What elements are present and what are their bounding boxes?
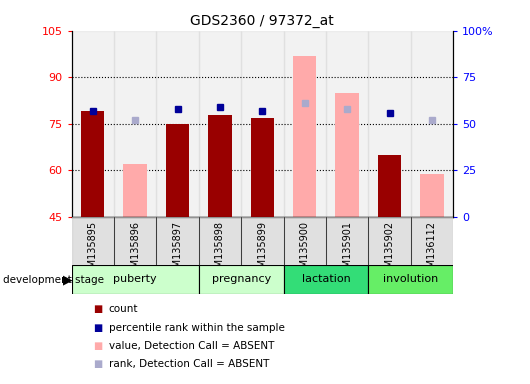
Text: GSM135899: GSM135899 bbox=[258, 221, 267, 280]
Bar bbox=[378, 155, 401, 217]
Bar bbox=[284, 265, 368, 294]
Bar bbox=[335, 93, 359, 217]
Bar bbox=[251, 118, 274, 217]
Bar bbox=[368, 265, 453, 294]
Bar bbox=[199, 265, 284, 294]
Title: GDS2360 / 97372_at: GDS2360 / 97372_at bbox=[190, 14, 334, 28]
Bar bbox=[411, 217, 453, 265]
Bar bbox=[72, 31, 114, 217]
Text: ▶: ▶ bbox=[63, 273, 73, 286]
Text: GSM135895: GSM135895 bbox=[88, 221, 98, 280]
Bar bbox=[114, 217, 156, 265]
Text: pregnancy: pregnancy bbox=[211, 274, 271, 285]
Text: ■: ■ bbox=[93, 359, 102, 369]
Text: ■: ■ bbox=[93, 323, 102, 333]
Text: ■: ■ bbox=[93, 341, 102, 351]
Text: GSM135901: GSM135901 bbox=[342, 221, 352, 280]
Text: value, Detection Call = ABSENT: value, Detection Call = ABSENT bbox=[109, 341, 274, 351]
Text: GSM135897: GSM135897 bbox=[173, 221, 182, 280]
Bar bbox=[114, 31, 156, 217]
Text: count: count bbox=[109, 304, 138, 314]
Bar bbox=[123, 164, 147, 217]
Text: GSM135896: GSM135896 bbox=[130, 221, 140, 280]
Text: GSM135900: GSM135900 bbox=[300, 221, 310, 280]
Bar bbox=[72, 265, 199, 294]
Bar bbox=[293, 56, 316, 217]
Bar bbox=[166, 124, 189, 217]
Bar bbox=[81, 111, 104, 217]
Bar bbox=[199, 31, 241, 217]
Text: lactation: lactation bbox=[302, 274, 350, 285]
Bar bbox=[156, 31, 199, 217]
Text: involution: involution bbox=[383, 274, 438, 285]
Bar bbox=[284, 217, 326, 265]
Text: GSM135898: GSM135898 bbox=[215, 221, 225, 280]
Text: percentile rank within the sample: percentile rank within the sample bbox=[109, 323, 285, 333]
Bar bbox=[326, 217, 368, 265]
Text: GSM135902: GSM135902 bbox=[385, 221, 394, 280]
Bar bbox=[420, 174, 444, 217]
Bar bbox=[241, 31, 284, 217]
Text: GSM136112: GSM136112 bbox=[427, 221, 437, 280]
Bar bbox=[72, 217, 114, 265]
Text: puberty: puberty bbox=[113, 274, 157, 285]
Bar bbox=[284, 31, 326, 217]
Text: ■: ■ bbox=[93, 304, 102, 314]
Bar bbox=[156, 217, 199, 265]
Bar bbox=[411, 31, 453, 217]
Bar bbox=[208, 114, 232, 217]
Text: development stage: development stage bbox=[3, 275, 104, 285]
Bar bbox=[326, 31, 368, 217]
Bar bbox=[368, 31, 411, 217]
Bar bbox=[368, 217, 411, 265]
Text: rank, Detection Call = ABSENT: rank, Detection Call = ABSENT bbox=[109, 359, 269, 369]
Bar bbox=[241, 217, 284, 265]
Bar bbox=[199, 217, 241, 265]
